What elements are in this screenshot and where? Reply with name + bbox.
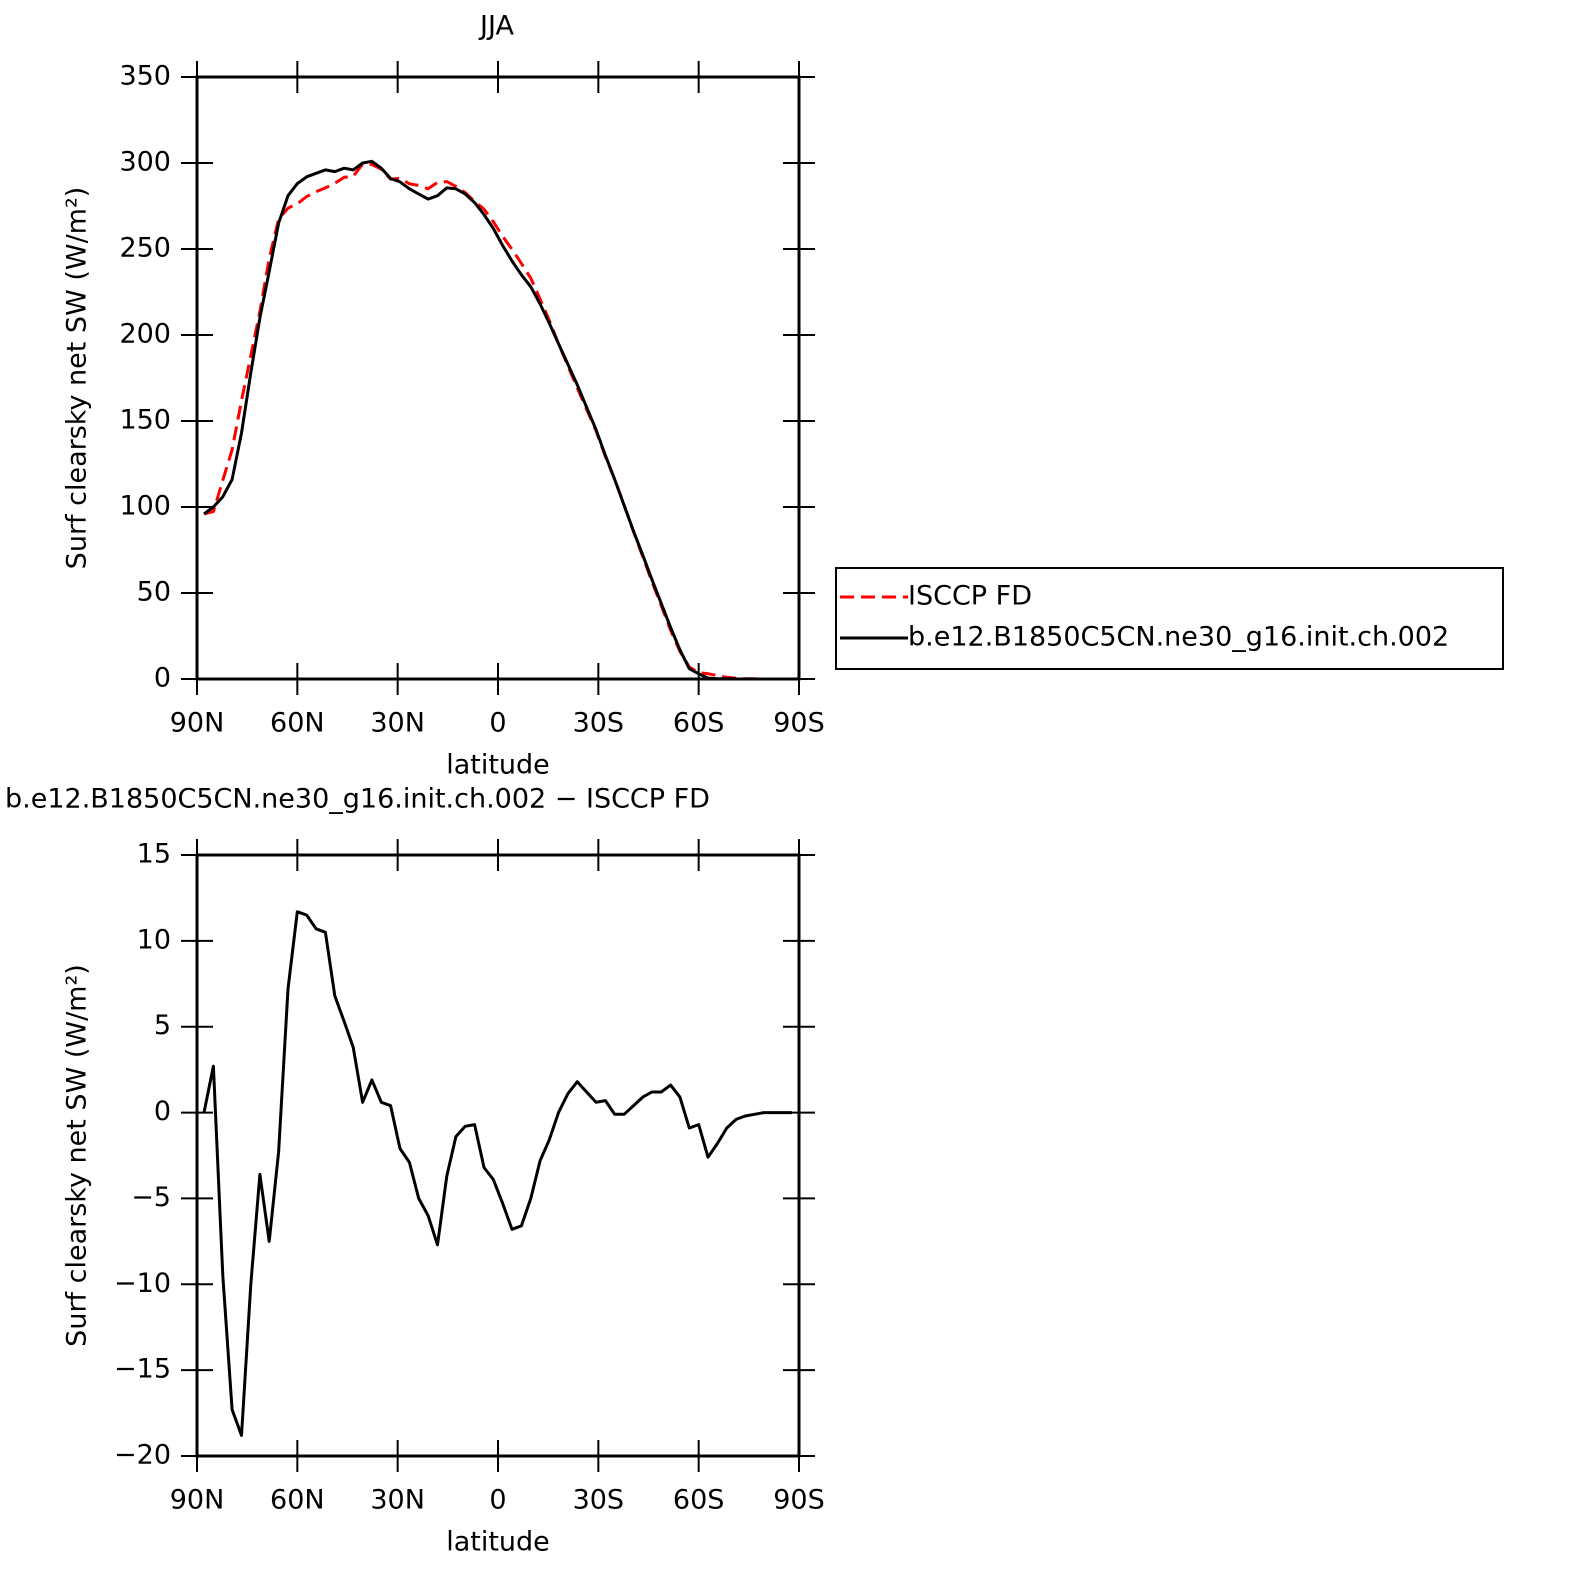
y-tick-label: 10 (137, 924, 171, 955)
data-line (203, 162, 792, 681)
x-tick-label: 30N (370, 1485, 425, 1516)
y-tick-label: 150 (119, 405, 171, 436)
x-tick-label: 90S (773, 1485, 825, 1516)
x-tick-label: 90N (170, 1485, 225, 1516)
chart-title: b.e12.B1850C5CN.ne30_g16.init.ch.002 − I… (5, 784, 710, 815)
x-tick-label: 30N (370, 708, 425, 739)
x-tick-label: 90S (773, 708, 825, 739)
legend-label: b.e12.B1850C5CN.ne30_g16.init.ch.002 (908, 622, 1449, 653)
legend-box (835, 567, 1504, 670)
x-tick-label: 60N (270, 1485, 325, 1516)
y-tick-label: 50 (137, 577, 171, 608)
x-tick-label: 0 (489, 1485, 506, 1516)
y-tick-label: −10 (114, 1268, 171, 1299)
x-axis-label: latitude (446, 750, 550, 781)
y-tick-label: 300 (119, 147, 171, 178)
y-tick-label: 5 (154, 1010, 171, 1041)
x-tick-label: 60S (673, 708, 725, 739)
y-tick-label: 0 (154, 1096, 171, 1127)
x-tick-label: 60N (270, 708, 325, 739)
y-tick-label: 0 (154, 663, 171, 694)
y-tick-label: 100 (119, 491, 171, 522)
data-line (203, 159, 792, 681)
y-tick-label: 15 (137, 839, 171, 870)
y-axis-label: Surf clearsky net SW (W/m²) (62, 187, 93, 570)
y-tick-label: −15 (114, 1354, 171, 1385)
y-tick-label: 200 (119, 319, 171, 350)
x-axis-label: latitude (446, 1527, 550, 1558)
y-tick-label: −5 (131, 1182, 171, 1213)
chart-title: JJA (478, 11, 514, 42)
y-tick-label: −20 (114, 1440, 171, 1471)
x-tick-label: 60S (673, 1485, 725, 1516)
y-tick-label: 250 (119, 233, 171, 264)
x-tick-label: 30S (573, 1485, 625, 1516)
y-tick-label: 350 (119, 61, 171, 92)
x-tick-label: 30S (573, 708, 625, 739)
data-line (202, 910, 792, 1437)
legend-label: ISCCP FD (908, 581, 1032, 612)
y-axis-label: Surf clearsky net SW (W/m²) (62, 964, 93, 1347)
x-tick-label: 0 (489, 708, 506, 739)
plot-frame (195, 75, 801, 681)
x-tick-label: 90N (170, 708, 225, 739)
